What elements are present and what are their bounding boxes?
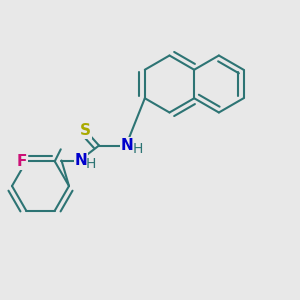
- Text: N: N: [75, 153, 87, 168]
- Text: S: S: [80, 123, 91, 138]
- Text: H: H: [86, 157, 96, 171]
- Text: H: H: [132, 142, 142, 156]
- Text: F: F: [16, 154, 27, 169]
- Text: N: N: [121, 138, 134, 153]
